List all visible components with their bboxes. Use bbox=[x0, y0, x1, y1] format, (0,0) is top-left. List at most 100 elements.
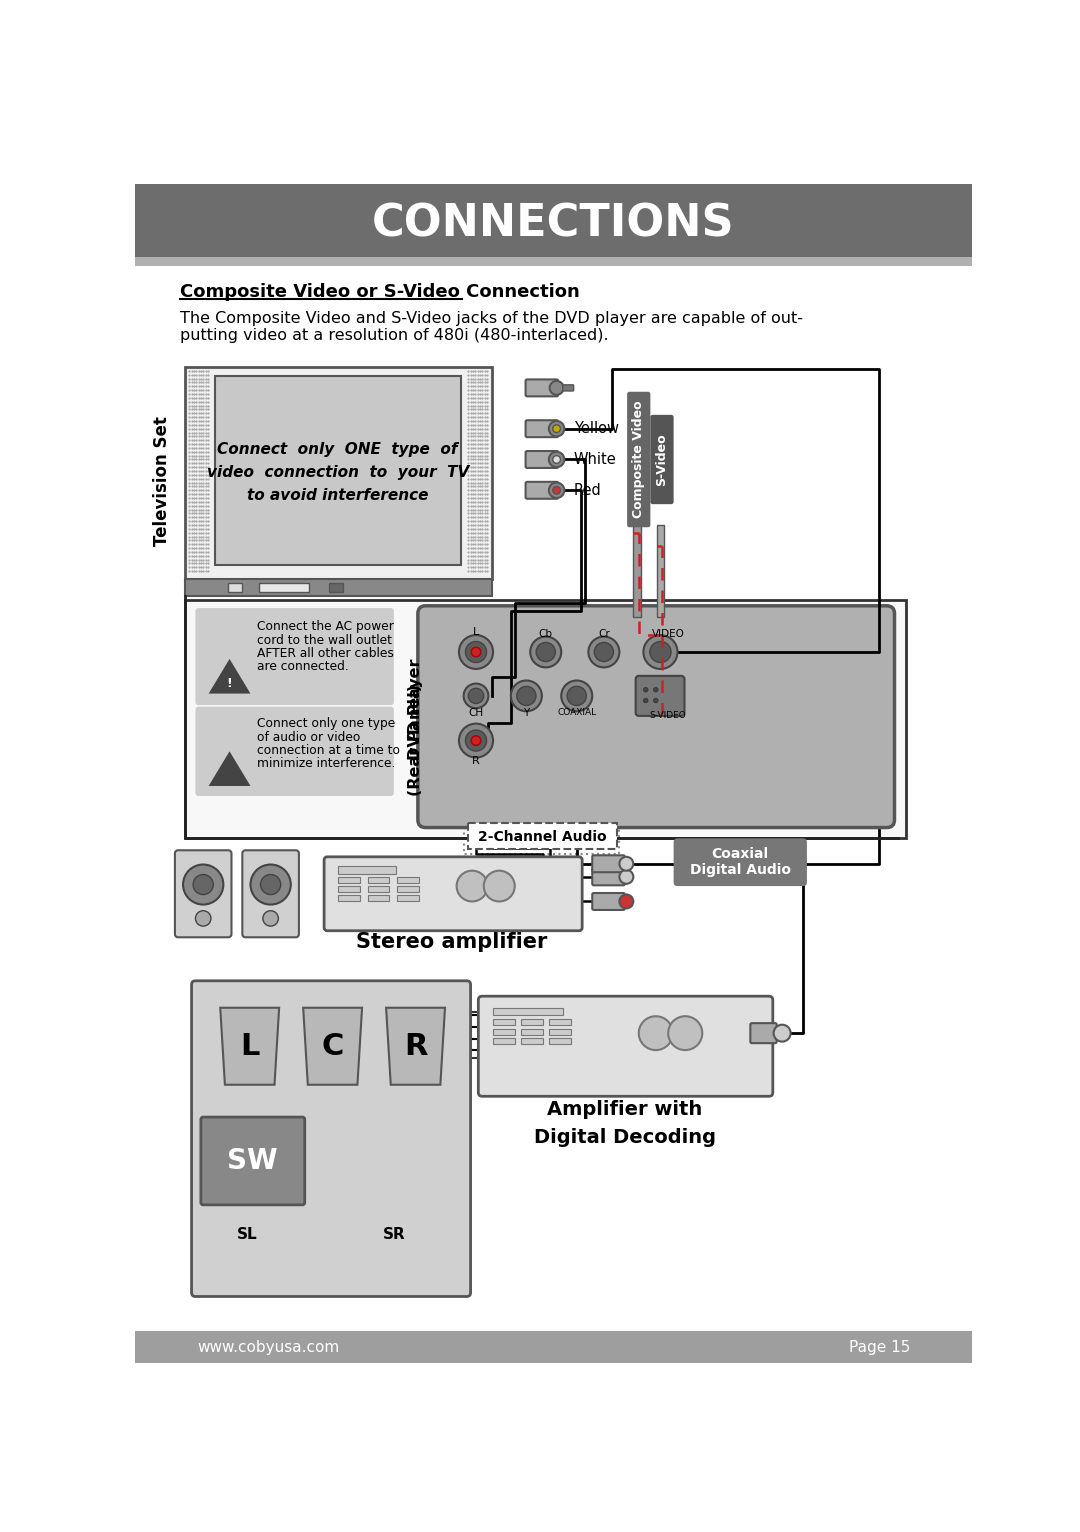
Text: Cb: Cb bbox=[539, 628, 553, 639]
Bar bbox=[328, 582, 342, 591]
FancyBboxPatch shape bbox=[191, 980, 471, 1296]
Circle shape bbox=[619, 870, 633, 884]
Text: Connect  only  ONE  type  of: Connect only ONE type of bbox=[217, 441, 458, 457]
Text: connection at a time to: connection at a time to bbox=[257, 743, 401, 757]
Text: C: C bbox=[322, 1031, 343, 1060]
Text: Amplifier with
Digital Decoding: Amplifier with Digital Decoding bbox=[534, 1100, 716, 1147]
Text: COAXIAL: COAXIAL bbox=[557, 708, 596, 717]
Text: CH: CH bbox=[469, 708, 484, 719]
Text: Page 15: Page 15 bbox=[849, 1340, 910, 1354]
Text: R: R bbox=[472, 755, 480, 766]
Text: DVD Player: DVD Player bbox=[408, 659, 423, 760]
FancyBboxPatch shape bbox=[469, 823, 617, 849]
Text: Stereo amplifier: Stereo amplifier bbox=[355, 933, 546, 953]
Circle shape bbox=[553, 424, 561, 432]
Circle shape bbox=[471, 647, 481, 657]
Circle shape bbox=[644, 699, 648, 703]
Text: Composite Video or S-Video Connection: Composite Video or S-Video Connection bbox=[180, 282, 580, 300]
FancyBboxPatch shape bbox=[751, 1023, 777, 1043]
Bar bbox=[228, 582, 242, 591]
Text: cord to the wall outlet: cord to the wall outlet bbox=[257, 634, 392, 647]
FancyBboxPatch shape bbox=[627, 392, 650, 527]
Text: S-Video: S-Video bbox=[656, 434, 669, 486]
Text: Composite Video: Composite Video bbox=[632, 401, 645, 518]
Bar bbox=[438, 1011, 482, 1057]
Text: CONNECTIONS: CONNECTIONS bbox=[373, 202, 734, 245]
FancyBboxPatch shape bbox=[636, 676, 685, 715]
Bar bbox=[521, 1019, 542, 1025]
Text: 2-Channel Audio: 2-Channel Audio bbox=[478, 830, 607, 844]
Bar bbox=[397, 885, 419, 892]
Circle shape bbox=[669, 1016, 702, 1049]
Text: The Composite Video and S-Video jacks of the DVD player are capable of out-: The Composite Video and S-Video jacks of… bbox=[180, 311, 802, 326]
Text: SW: SW bbox=[228, 1147, 279, 1175]
FancyBboxPatch shape bbox=[201, 1117, 305, 1204]
Text: Connect the AC power: Connect the AC power bbox=[257, 620, 394, 633]
Circle shape bbox=[567, 686, 586, 705]
Bar bbox=[338, 876, 360, 882]
Circle shape bbox=[536, 642, 555, 662]
Text: L: L bbox=[240, 1031, 259, 1060]
FancyBboxPatch shape bbox=[526, 450, 558, 467]
Circle shape bbox=[195, 910, 211, 927]
FancyBboxPatch shape bbox=[135, 1331, 972, 1363]
Circle shape bbox=[553, 455, 561, 463]
Bar bbox=[494, 1028, 515, 1034]
Text: Red: Red bbox=[573, 483, 602, 498]
Circle shape bbox=[644, 636, 677, 669]
Circle shape bbox=[193, 875, 213, 895]
Bar bbox=[657, 525, 664, 617]
Circle shape bbox=[619, 856, 633, 870]
FancyBboxPatch shape bbox=[195, 608, 394, 705]
Circle shape bbox=[463, 683, 488, 708]
Circle shape bbox=[511, 680, 542, 711]
Text: Y: Y bbox=[523, 708, 529, 719]
Bar bbox=[259, 582, 309, 591]
Circle shape bbox=[459, 636, 494, 669]
FancyBboxPatch shape bbox=[650, 415, 674, 504]
Polygon shape bbox=[208, 659, 251, 694]
Bar bbox=[397, 895, 419, 901]
FancyBboxPatch shape bbox=[526, 380, 558, 397]
Polygon shape bbox=[208, 751, 251, 786]
Text: are connected.: are connected. bbox=[257, 660, 349, 673]
Circle shape bbox=[650, 642, 671, 662]
Polygon shape bbox=[387, 1008, 445, 1085]
Circle shape bbox=[653, 688, 658, 692]
Bar bbox=[549, 1037, 570, 1043]
FancyBboxPatch shape bbox=[592, 855, 625, 872]
Text: S-VIDEO: S-VIDEO bbox=[650, 711, 687, 720]
Text: Cr: Cr bbox=[598, 628, 610, 639]
Circle shape bbox=[260, 875, 281, 895]
Circle shape bbox=[459, 723, 494, 757]
Circle shape bbox=[262, 910, 279, 927]
FancyBboxPatch shape bbox=[592, 893, 625, 910]
Bar bbox=[397, 876, 419, 882]
FancyBboxPatch shape bbox=[592, 869, 625, 885]
FancyBboxPatch shape bbox=[175, 850, 231, 938]
Bar bbox=[494, 1019, 515, 1025]
Bar bbox=[494, 1037, 515, 1043]
Circle shape bbox=[553, 487, 561, 495]
Text: video  connection  to  your  TV: video connection to your TV bbox=[206, 464, 469, 480]
FancyBboxPatch shape bbox=[478, 996, 773, 1097]
FancyBboxPatch shape bbox=[186, 599, 906, 838]
Polygon shape bbox=[303, 1008, 362, 1085]
Circle shape bbox=[619, 895, 633, 908]
FancyBboxPatch shape bbox=[135, 257, 972, 267]
Circle shape bbox=[773, 1025, 791, 1042]
Circle shape bbox=[465, 642, 487, 662]
FancyBboxPatch shape bbox=[324, 856, 582, 931]
Circle shape bbox=[516, 686, 536, 705]
Circle shape bbox=[644, 688, 648, 692]
FancyBboxPatch shape bbox=[526, 420, 558, 437]
Circle shape bbox=[589, 637, 619, 668]
Text: www.cobyusa.com: www.cobyusa.com bbox=[197, 1340, 339, 1354]
Bar bbox=[521, 1028, 542, 1034]
Circle shape bbox=[594, 642, 613, 662]
Polygon shape bbox=[220, 1008, 279, 1085]
FancyBboxPatch shape bbox=[674, 838, 807, 885]
Text: White: White bbox=[573, 452, 617, 467]
Text: to avoid interference: to avoid interference bbox=[247, 487, 429, 502]
Bar bbox=[338, 866, 396, 873]
